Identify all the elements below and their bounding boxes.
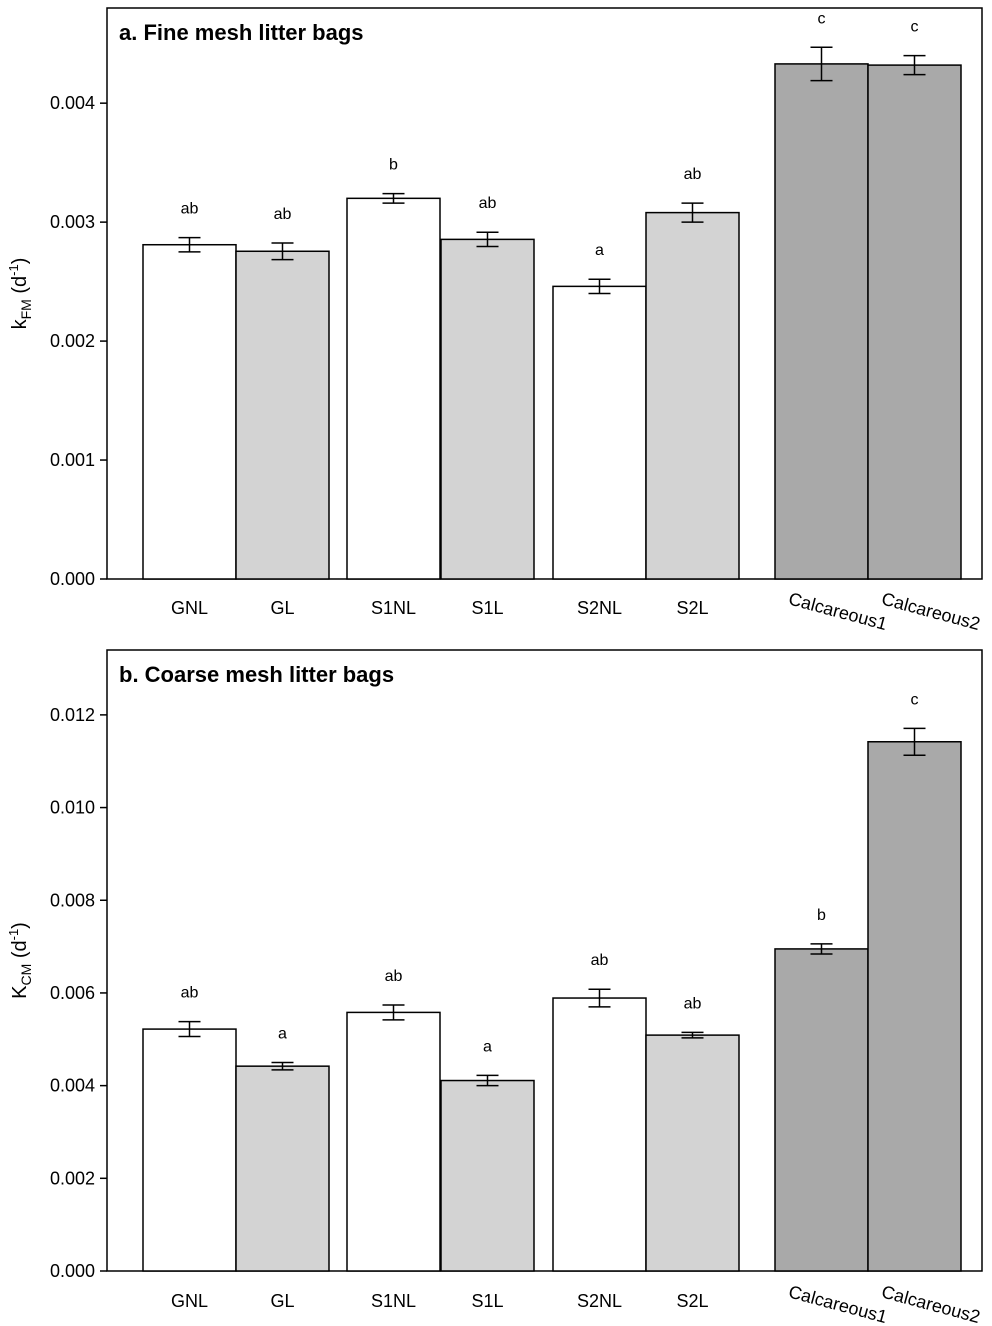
y-axis-label: kFM (d-1): [6, 258, 34, 330]
category-label-s1l: S1L: [471, 1291, 503, 1311]
significance-label-gnl: ab: [181, 201, 199, 218]
category-label-gl: GL: [270, 598, 294, 618]
y-tick-label: 0.001: [50, 450, 95, 470]
category-label-gnl: GNL: [171, 1291, 208, 1311]
panel-title-text: Coarse mesh litter bags: [145, 662, 394, 687]
bar-calcareous2: [867, 741, 962, 1272]
bar-calcareous1: [774, 948, 869, 1272]
y-tick-label: 0.004: [50, 93, 95, 113]
significance-label-gl: a: [278, 1025, 287, 1042]
significance-label-calcareous2: c: [911, 19, 919, 36]
significance-label-calcareous2: c: [911, 691, 919, 708]
panel-a-fine-mesh: a. Fine mesh litter bags 0.000 0.001 0.002 0…: [6, 7, 983, 634]
bar-s1nl: [346, 197, 441, 580]
y-tick-label: 0.006: [50, 983, 95, 1003]
bar-s2l: [645, 211, 740, 580]
bar-calcareous1: [774, 63, 869, 580]
category-label-s1nl: S1NL: [371, 1291, 416, 1311]
y-tick-label: 0.004: [50, 1076, 95, 1096]
y-tick-label: 0.008: [50, 890, 95, 910]
plot-frame: [106, 649, 983, 1272]
panel-title-text: Fine mesh litter bags: [143, 20, 363, 45]
y-tick-label: 0.002: [50, 331, 95, 351]
y-tick-label: 0.010: [50, 798, 95, 818]
significance-label-s2nl: a: [595, 242, 604, 259]
significance-label-s2l: ab: [684, 166, 702, 183]
y-tick-label: 0.003: [50, 212, 95, 232]
y-tick-label: 0.002: [50, 1168, 95, 1188]
category-label-s2nl: S2NL: [577, 1291, 622, 1311]
bar-gnl: [142, 243, 237, 580]
significance-label-calcareous1: b: [817, 907, 826, 924]
bar-s1nl: [346, 1011, 441, 1272]
plot-frame: [106, 7, 983, 580]
bar-gl: [235, 1065, 330, 1272]
significance-label-s1l: ab: [479, 195, 497, 212]
bar-s2nl: [552, 285, 647, 580]
y-tick-label: 0.012: [50, 705, 95, 725]
y-axis-label: KCM (d-1): [6, 922, 34, 999]
significance-label-gl: ab: [274, 206, 292, 223]
significance-label-calcareous1: c: [818, 10, 826, 27]
category-label-s2nl: S2NL: [577, 598, 622, 618]
category-label-s2l: S2L: [676, 598, 708, 618]
category-label-s1nl: S1NL: [371, 598, 416, 618]
bar-gnl: [142, 1028, 237, 1272]
significance-label-s1nl: b: [389, 157, 398, 174]
y-tick-label: 0.000: [50, 569, 95, 589]
significance-label-gnl: ab: [181, 985, 199, 1002]
category-label-calcareous2: Calcareous2: [879, 1282, 982, 1326]
category-label-calcareous1: Calcareous1: [786, 1282, 889, 1326]
significance-label-s2l: ab: [684, 995, 702, 1012]
bar-s1l: [440, 238, 535, 580]
panel-title: b. Coarse mesh litter bags: [119, 662, 394, 687]
bar-s1l: [440, 1079, 535, 1272]
panel-letter: b.: [119, 662, 145, 687]
bar-calcareous2: [867, 64, 962, 580]
panel-b-coarse-mesh: b. Coarse mesh litter bags 0.000 0.002 0.00…: [6, 649, 983, 1326]
bar-s2l: [645, 1034, 740, 1272]
category-label-s1l: S1L: [471, 598, 503, 618]
panel-letter: a.: [119, 20, 143, 45]
category-label-calcareous1: Calcareous1: [786, 589, 889, 634]
significance-label-s1l: a: [483, 1038, 492, 1055]
panel-title: a. Fine mesh litter bags: [119, 20, 364, 45]
significance-label-s1nl: ab: [385, 968, 403, 985]
significance-label-s2nl: ab: [591, 952, 609, 969]
bar-s2nl: [552, 997, 647, 1272]
category-label-calcareous2: Calcareous2: [879, 589, 982, 634]
category-label-s2l: S2L: [676, 1291, 708, 1311]
category-label-gl: GL: [270, 1291, 294, 1311]
y-tick-label: 0.000: [50, 1261, 95, 1281]
category-label-gnl: GNL: [171, 598, 208, 618]
bar-gl: [235, 250, 330, 580]
